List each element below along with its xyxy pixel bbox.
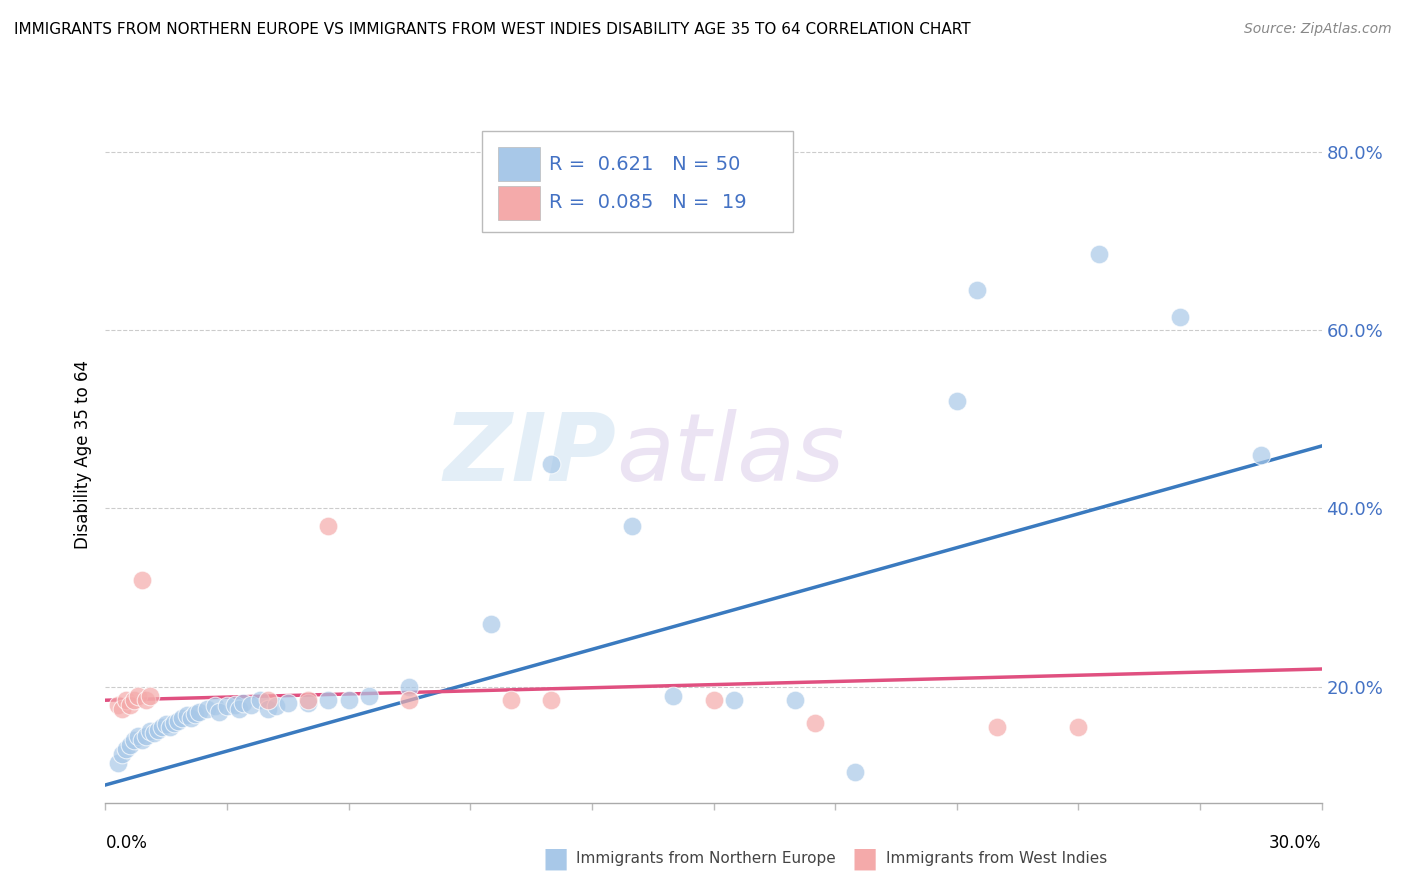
Text: atlas: atlas xyxy=(616,409,845,500)
Point xyxy=(540,457,562,471)
Point xyxy=(1087,247,1109,261)
FancyBboxPatch shape xyxy=(482,131,793,232)
Point xyxy=(240,698,263,712)
Point xyxy=(114,693,136,707)
Text: ZIP: ZIP xyxy=(443,409,616,501)
Point xyxy=(127,729,149,743)
Point xyxy=(155,717,177,731)
FancyBboxPatch shape xyxy=(498,186,540,219)
Point xyxy=(357,689,380,703)
Y-axis label: Disability Age 35 to 64: Disability Age 35 to 64 xyxy=(75,360,93,549)
Point xyxy=(228,702,250,716)
Text: 30.0%: 30.0% xyxy=(1270,834,1322,852)
Text: R =  0.085   N =  19: R = 0.085 N = 19 xyxy=(550,193,747,212)
Text: ■: ■ xyxy=(852,844,877,872)
Point xyxy=(107,756,129,770)
Point xyxy=(479,617,502,632)
Text: ■: ■ xyxy=(543,844,568,872)
Point xyxy=(277,696,299,710)
Point xyxy=(702,693,725,707)
Point xyxy=(1067,720,1090,734)
Text: IMMIGRANTS FROM NORTHERN EUROPE VS IMMIGRANTS FROM WEST INDIES DISABILITY AGE 35: IMMIGRANTS FROM NORTHERN EUROPE VS IMMIG… xyxy=(14,22,970,37)
Point xyxy=(398,680,420,694)
Point xyxy=(232,696,254,710)
Point xyxy=(163,715,186,730)
Point xyxy=(139,689,162,703)
Point xyxy=(540,693,562,707)
Point xyxy=(118,698,141,712)
Point xyxy=(318,519,340,533)
Point xyxy=(499,693,522,707)
Point xyxy=(1250,448,1272,462)
Point xyxy=(131,733,153,747)
Point xyxy=(249,693,271,707)
Point xyxy=(143,726,166,740)
Point xyxy=(256,693,278,707)
Point xyxy=(297,693,319,707)
Point xyxy=(111,747,134,761)
Point xyxy=(1168,310,1191,324)
Text: Source: ZipAtlas.com: Source: ZipAtlas.com xyxy=(1244,22,1392,37)
Point xyxy=(804,715,827,730)
Point xyxy=(224,698,246,712)
Text: 0.0%: 0.0% xyxy=(105,834,148,852)
Point xyxy=(844,764,866,779)
Point xyxy=(159,720,181,734)
Point xyxy=(176,708,198,723)
Point xyxy=(318,693,340,707)
Point xyxy=(187,705,209,719)
Point xyxy=(337,693,360,707)
Point xyxy=(195,702,218,716)
Point xyxy=(217,699,239,714)
Point xyxy=(127,689,149,703)
Point xyxy=(966,283,988,297)
Point xyxy=(139,724,162,739)
Point xyxy=(723,693,745,707)
Point xyxy=(122,693,145,707)
Point xyxy=(122,733,145,747)
Point xyxy=(264,699,287,714)
Point xyxy=(114,742,136,756)
Point xyxy=(986,720,1008,734)
Point xyxy=(135,729,157,743)
Point xyxy=(621,519,644,533)
Point xyxy=(135,693,157,707)
Point xyxy=(183,706,205,721)
Point xyxy=(111,702,134,716)
Point xyxy=(204,699,226,714)
Point xyxy=(150,720,173,734)
Point xyxy=(118,738,141,752)
Text: R =  0.621   N = 50: R = 0.621 N = 50 xyxy=(550,154,741,174)
Point xyxy=(131,573,153,587)
Point xyxy=(107,698,129,712)
Text: Immigrants from West Indies: Immigrants from West Indies xyxy=(886,851,1107,865)
Point xyxy=(180,711,202,725)
Point xyxy=(398,693,420,707)
Point xyxy=(256,702,278,716)
Point xyxy=(172,711,194,725)
Point xyxy=(146,723,169,737)
FancyBboxPatch shape xyxy=(498,147,540,181)
Point xyxy=(208,705,231,719)
Point xyxy=(662,689,685,703)
Point xyxy=(945,394,967,409)
Point xyxy=(167,714,190,728)
Point xyxy=(297,696,319,710)
Point xyxy=(783,693,806,707)
Text: Immigrants from Northern Europe: Immigrants from Northern Europe xyxy=(576,851,837,865)
